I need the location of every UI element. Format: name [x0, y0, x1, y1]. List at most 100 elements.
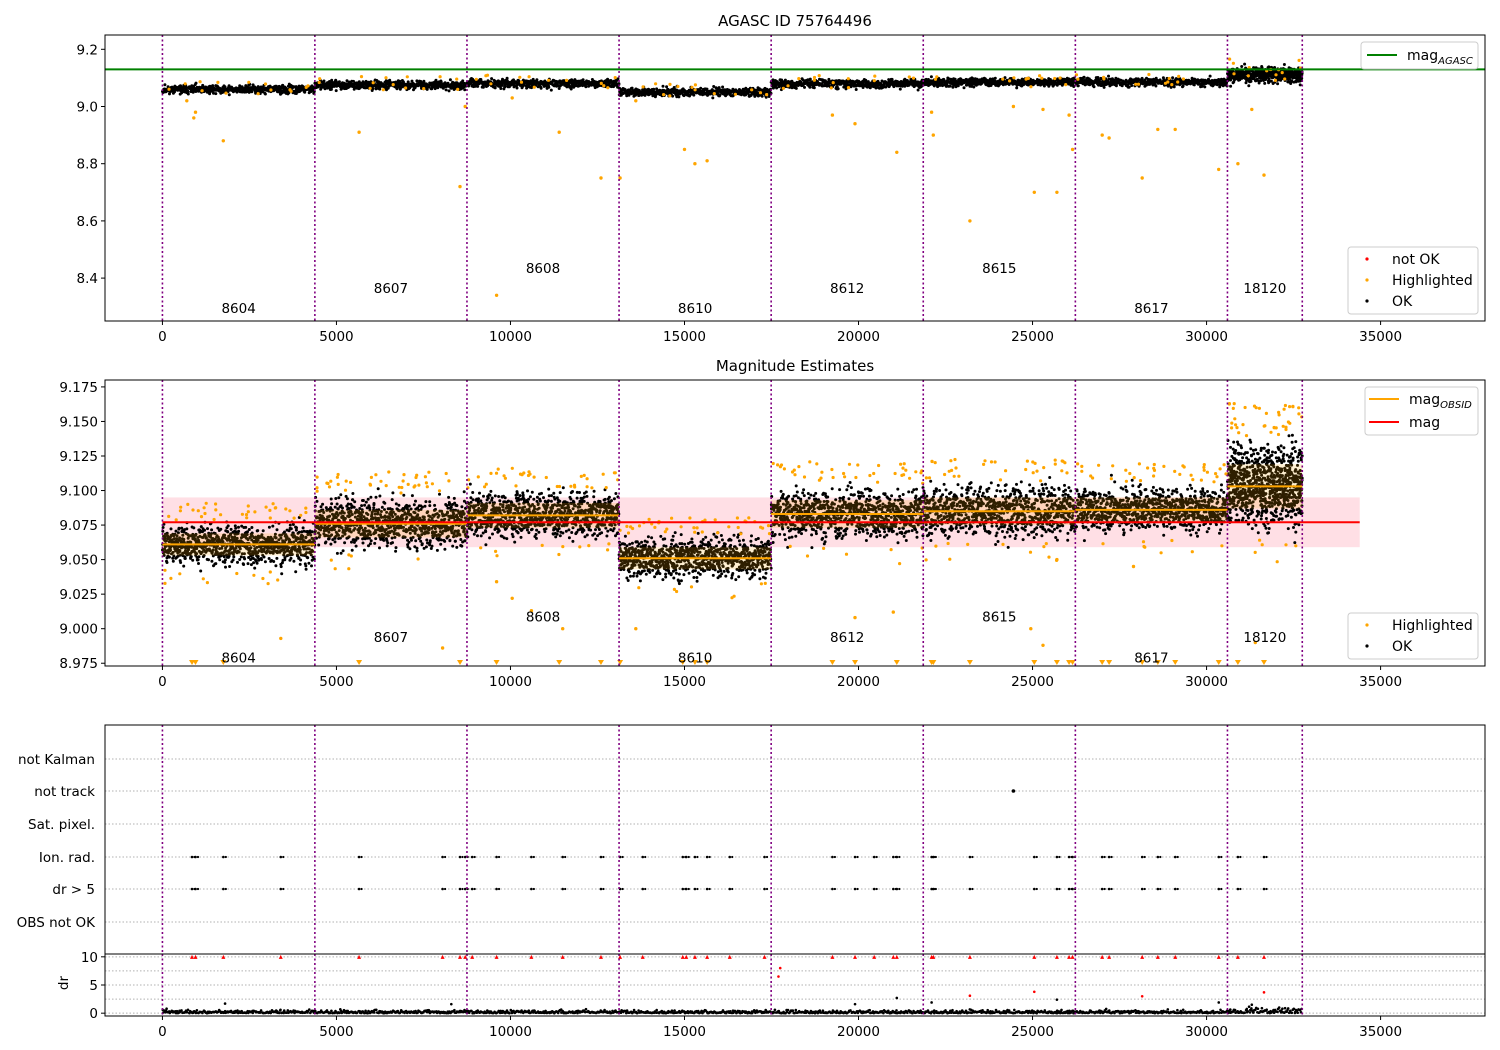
- highlighted-point: [359, 75, 364, 79]
- ok-point: [273, 88, 277, 92]
- ok-point: [439, 80, 443, 84]
- highlighted-point: [357, 130, 361, 134]
- obsid-label: 8615: [982, 261, 1016, 277]
- ok-point: [227, 84, 231, 88]
- ok-point: [364, 79, 368, 83]
- ok-point: [250, 90, 254, 94]
- ok-point: [330, 78, 334, 82]
- ok-point: [224, 565, 227, 569]
- ok-point: [196, 558, 200, 562]
- highlighted-point: [1102, 75, 1106, 79]
- highlighted-point: [269, 88, 273, 92]
- legend-label-not-ok: not OK: [1392, 252, 1440, 268]
- highlighted-point: [1170, 83, 1174, 87]
- ok-point: [448, 78, 452, 82]
- ok-point: [371, 87, 375, 91]
- agasc-x-tick-label: 20000: [837, 329, 880, 345]
- ok-point: [238, 558, 242, 561]
- highlighted-point: [668, 94, 672, 98]
- ok-point: [1208, 74, 1212, 78]
- highlighted-point: [1156, 127, 1160, 132]
- highlighted-point: [494, 293, 499, 297]
- highlighted-point: [263, 82, 268, 86]
- highlighted-point: [812, 75, 817, 80]
- ok-point: [972, 85, 976, 89]
- highlighted-point: [183, 82, 187, 86]
- ok-point: [1154, 84, 1158, 88]
- ok-point: [183, 557, 187, 560]
- agasc-y-tick-label: 9.0: [77, 100, 98, 116]
- ok-point: [206, 527, 209, 531]
- highlighted-point: [846, 77, 850, 81]
- highlighted-point: [853, 122, 857, 126]
- ok-point: [1276, 82, 1280, 86]
- agasc-x-tick-label: 30000: [1185, 329, 1228, 345]
- ok-point: [334, 89, 338, 93]
- ok-point: [239, 555, 243, 559]
- ok-point: [207, 558, 210, 562]
- ok-point: [237, 525, 240, 529]
- ok-point: [228, 565, 232, 568]
- highlighted-point: [929, 110, 934, 114]
- ok-point: [227, 93, 231, 97]
- ok-point: [1130, 84, 1134, 87]
- ok-point: [1203, 85, 1207, 89]
- ok-point: [1243, 62, 1247, 66]
- ok-point: [189, 555, 193, 559]
- ok-point: [836, 87, 840, 91]
- ok-point: [163, 83, 167, 87]
- highlighted-point: [712, 92, 716, 96]
- ok-point: [260, 558, 263, 562]
- highlighted-point: [1029, 85, 1033, 89]
- ok-point: [169, 527, 173, 531]
- agasc-y-axis: 8.48.68.89.09.2: [77, 42, 105, 287]
- ok-point: [256, 529, 260, 533]
- ok-point: [1015, 86, 1019, 90]
- highlighted-point: [1134, 82, 1138, 86]
- highlighted-point: [1280, 71, 1284, 75]
- highlighted-point: [676, 84, 680, 89]
- highlighted-point: [750, 88, 754, 92]
- ok-point: [1082, 75, 1086, 79]
- highlighted-point: [371, 81, 375, 85]
- highlighted-point: [1008, 79, 1012, 83]
- highlighted-point: [693, 83, 698, 87]
- highlighted-point: [1262, 173, 1266, 177]
- ok-point: [165, 561, 169, 564]
- ok-point: [185, 527, 189, 531]
- highlighted-point: [1140, 176, 1144, 180]
- ok-point: [171, 559, 175, 563]
- ok-point: [177, 526, 181, 530]
- highlighted-point: [1012, 76, 1016, 80]
- highlighted-point: [1100, 133, 1104, 137]
- ok-point: [433, 87, 437, 91]
- ok-point: [512, 78, 515, 82]
- ok-point: [916, 88, 920, 92]
- legend-marker-ok: [1365, 299, 1369, 303]
- legend-mag-subscript: AGASC: [1437, 56, 1473, 67]
- ok-point: [182, 564, 186, 568]
- highlighted-point: [1177, 74, 1181, 78]
- highlighted-point: [1025, 76, 1029, 80]
- ok-point: [197, 89, 201, 93]
- highlighted-point: [317, 80, 321, 85]
- highlighted-point: [474, 77, 478, 81]
- ok-point: [222, 555, 226, 559]
- ok-point: [322, 79, 326, 83]
- highlighted-point: [557, 130, 561, 134]
- ok-point: [493, 86, 497, 90]
- highlighted-point: [872, 79, 876, 83]
- highlighted-point: [1297, 58, 1301, 63]
- highlighted-point: [1176, 80, 1180, 84]
- ok-point: [1172, 85, 1176, 89]
- ok-point: [500, 83, 504, 87]
- highlighted-point: [1250, 107, 1254, 112]
- highlighted-point: [247, 80, 251, 84]
- agasc-y-tick-label: 9.2: [77, 42, 98, 58]
- ok-point: [303, 90, 307, 94]
- highlighted-point: [489, 82, 493, 86]
- ok-point: [192, 526, 196, 530]
- ok-point: [253, 566, 257, 570]
- ok-point: [1215, 83, 1219, 87]
